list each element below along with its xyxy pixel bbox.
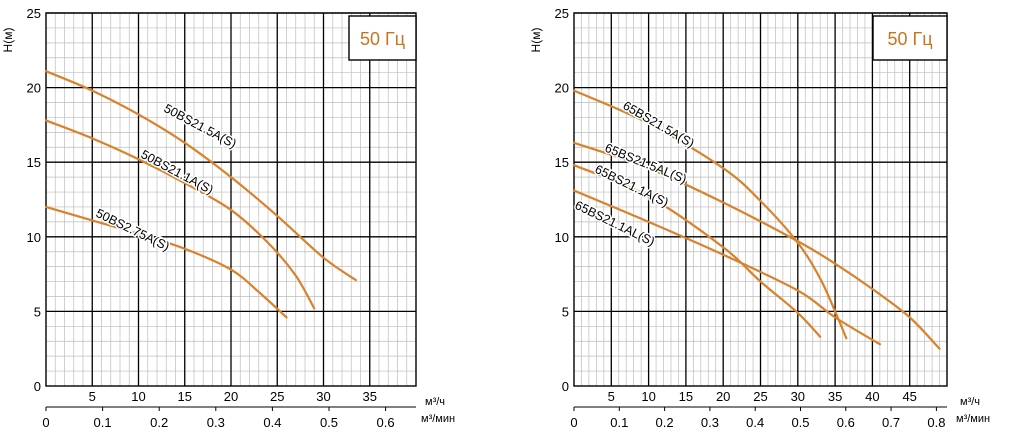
y-tick-label: 25 xyxy=(27,6,41,21)
x-unit-m3h: м³/ч xyxy=(960,396,980,408)
x-tick-label-m3min: 0.6 xyxy=(837,415,855,430)
y-tick-label: 15 xyxy=(555,155,569,170)
pump-curve-1 xyxy=(44,119,316,310)
x-tick-label-m3min: 0 xyxy=(42,415,49,430)
series-label: 65BS21.1AL(S) xyxy=(573,198,657,249)
y-tick-label: 5 xyxy=(34,304,41,319)
series-label: 50BS21.1A(S) xyxy=(139,147,216,197)
y-axis-label: H(м) xyxy=(529,28,543,53)
plot-frame xyxy=(45,12,417,387)
y-tick-label: 0 xyxy=(562,379,569,394)
y-tick-label: 10 xyxy=(555,230,569,245)
x-unit-m3h: м³/ч xyxy=(425,396,445,408)
chart-65bs: 0 5 10 15 20 25 H(м) 5 10 15 20 25 30 35 40 45 0 0.1 0.2 0.… xyxy=(529,6,990,430)
x-tick-label-m3h: 30 xyxy=(791,389,805,404)
frequency-label: 50 Гц xyxy=(360,29,405,49)
y-tick-label: 25 xyxy=(555,6,569,21)
x-tick-label-m3h: 30 xyxy=(316,389,330,404)
x-tick-label-m3h: 10 xyxy=(131,389,145,404)
pump-curve-0 xyxy=(572,89,848,340)
x-tick-label-m3h: 10 xyxy=(641,389,655,404)
y-tick-label: 20 xyxy=(555,81,569,96)
x-tick-label-m3h: 35 xyxy=(363,389,377,404)
x-tick-label-m3min: 0.5 xyxy=(791,415,809,430)
x-tick-label-m3min: 0.1 xyxy=(94,415,112,430)
x-tick-label-m3h: 40 xyxy=(865,389,879,404)
x-tick-label-m3min: 0.6 xyxy=(377,415,395,430)
x-tick-label-m3h: 15 xyxy=(178,389,192,404)
y-tick-label: 0 xyxy=(34,379,41,394)
frequency-label: 50 Гц xyxy=(887,29,932,49)
x-tick-label-m3h: 25 xyxy=(753,389,767,404)
x-tick-label-m3h: 35 xyxy=(828,389,842,404)
pump-curve-2 xyxy=(572,164,822,338)
series-label: 50BS2.75A(S) xyxy=(94,206,172,254)
x-tick-label-m3min: 0.2 xyxy=(150,415,168,430)
x-unit-m3min: м³/мин xyxy=(421,413,455,425)
x-tick-label-m3h: 15 xyxy=(679,389,693,404)
x-tick-label-m3h: 45 xyxy=(902,389,916,404)
x-tick-label-m3h: 5 xyxy=(89,389,96,404)
x-tick-label-m3min: 0.4 xyxy=(263,415,281,430)
x-tick-label-m3min: 0.2 xyxy=(656,415,674,430)
plot-frame xyxy=(573,12,948,387)
x-tick-label-m3min: 0.3 xyxy=(207,415,225,430)
x-tick-label-m3min: 0.8 xyxy=(927,415,945,430)
pump-curve-0 xyxy=(44,70,357,282)
y-tick-label: 15 xyxy=(27,155,41,170)
y-tick-label: 5 xyxy=(562,304,569,319)
x-tick-label-m3min: 0.1 xyxy=(610,415,628,430)
pump-curve-1 xyxy=(572,141,941,350)
x-tick-label-m3min: 0.3 xyxy=(701,415,719,430)
frequency-box xyxy=(872,15,948,61)
pump-curve-2 xyxy=(44,205,288,319)
x-tick-label-m3min: 0.5 xyxy=(320,415,338,430)
x-tick-label-m3h: 5 xyxy=(608,389,615,404)
chart-50bs: 0 5 10 15 20 25 H(м) 5 10 15 20 25 30 35 0 0.1 0.2 0.3 0.4… xyxy=(1,6,455,430)
y-tick-label: 10 xyxy=(27,230,41,245)
x-tick-label-m3h: 20 xyxy=(716,389,730,404)
y-axis-label: H(м) xyxy=(1,28,15,53)
x-tick-label-m3h: 20 xyxy=(224,389,238,404)
series-label: 50BS21.5A(S) xyxy=(162,101,239,151)
x-tick-label-m3min: 0.4 xyxy=(746,415,764,430)
x-tick-label-m3h: 25 xyxy=(270,389,284,404)
y-tick-label: 20 xyxy=(27,81,41,96)
pump-curve-3 xyxy=(572,189,881,346)
x-tick-label-m3min: 0 xyxy=(570,415,577,430)
x-unit-m3min: м³/мин xyxy=(956,413,990,425)
frequency-box xyxy=(348,15,417,61)
x-tick-label-m3min: 0.7 xyxy=(882,415,900,430)
